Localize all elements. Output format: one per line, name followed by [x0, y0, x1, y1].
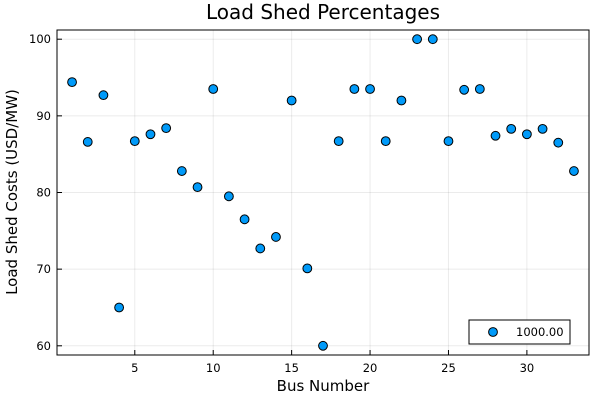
x-axis-label: Bus Number	[277, 377, 370, 395]
data-point	[82, 137, 93, 147]
data-point	[333, 136, 344, 147]
data-point	[114, 302, 125, 313]
data-point	[98, 90, 109, 101]
legend-label: 1000.00	[516, 325, 564, 339]
data-point	[67, 77, 77, 88]
y-tick-label: 80	[36, 186, 51, 200]
data-point	[427, 34, 438, 45]
data-point	[129, 136, 140, 147]
y-axis-label: Load Shed Costs (USD/MW)	[3, 89, 21, 295]
data-point	[521, 129, 532, 140]
legend: 1000.00	[468, 319, 571, 345]
data-point	[349, 84, 360, 94]
data-point	[208, 84, 219, 94]
data-point	[239, 214, 250, 225]
data-point	[506, 123, 517, 134]
data-point	[537, 123, 548, 134]
data-point	[223, 191, 234, 202]
data-point	[553, 137, 564, 148]
data-point	[255, 243, 266, 254]
chart-title: Load Shed Percentages	[206, 0, 440, 24]
y-tick-label: 90	[36, 109, 51, 123]
y-tick-label: 60	[36, 339, 51, 353]
x-tick-label: 25	[441, 361, 456, 375]
y-tick-label: 70	[36, 262, 51, 276]
data-point	[271, 232, 281, 242]
data-point	[443, 136, 454, 147]
data-point	[286, 95, 297, 106]
data-point	[192, 182, 203, 193]
data-point	[490, 130, 501, 141]
data-point	[145, 129, 156, 140]
data-point	[302, 263, 313, 274]
x-tick-label: 15	[284, 361, 299, 375]
legend-box	[468, 319, 571, 345]
data-point	[412, 34, 423, 45]
x-tick-label: 20	[363, 361, 378, 375]
data-point	[161, 123, 172, 134]
data-point	[365, 84, 375, 94]
data-point	[459, 84, 470, 95]
data-point	[474, 84, 485, 94]
grid	[57, 30, 589, 355]
legend-marker	[488, 327, 498, 337]
x-tick-label: 5	[131, 361, 138, 375]
data-point	[318, 340, 328, 351]
data-point	[380, 136, 391, 147]
x-tick-label: 30	[520, 361, 535, 375]
data-point	[569, 166, 579, 176]
data-point	[176, 166, 187, 176]
y-tick-label: 100	[29, 32, 51, 46]
x-axis: 5 10 15 20 25 30	[131, 350, 534, 375]
data-point	[396, 95, 407, 106]
x-tick-label: 10	[206, 361, 221, 375]
y-axis: 60 70 80 90 100	[29, 32, 62, 353]
data-points	[67, 34, 579, 351]
